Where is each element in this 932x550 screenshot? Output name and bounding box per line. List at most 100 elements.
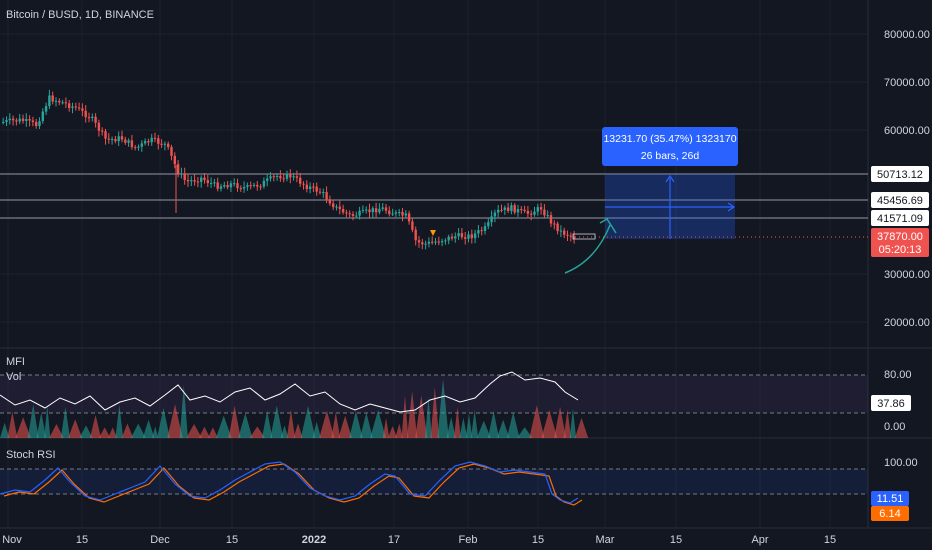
- mfi-label[interactable]: MFI: [6, 356, 25, 368]
- candle-body: [328, 199, 332, 204]
- price-tick: 80000.00: [884, 29, 930, 41]
- candle-body: [15, 120, 18, 122]
- candle-body: [292, 176, 295, 178]
- volume-area: [401, 395, 409, 438]
- candle-body: [58, 100, 61, 103]
- level-label-45456: 45456.69: [877, 195, 923, 207]
- candle-body: [497, 209, 500, 213]
- volume-area: [407, 391, 418, 438]
- candle-body: [355, 215, 358, 217]
- volume-area: [300, 405, 316, 438]
- candle-body: [401, 211, 404, 216]
- candle-body: [391, 213, 394, 215]
- candle-body: [259, 186, 262, 188]
- candle-body: [454, 236, 457, 239]
- volume-area: [387, 425, 398, 438]
- candle-body: [569, 235, 572, 237]
- bar-countdown: 05:20:13: [879, 244, 922, 256]
- volume-area: [121, 423, 134, 438]
- candle-body: [477, 230, 480, 234]
- candle-body: [384, 207, 388, 211]
- candle-body: [269, 176, 272, 179]
- price-tick: 60000.00: [884, 125, 930, 137]
- volume-area: [249, 426, 266, 438]
- candle-body: [539, 207, 543, 210]
- candle-body: [506, 207, 510, 212]
- volume-area: [446, 417, 456, 438]
- candle-body: [124, 139, 127, 143]
- candle-body: [107, 138, 110, 140]
- projection-arrow-curve[interactable]: [564, 224, 611, 274]
- volume-area: [382, 417, 390, 438]
- candle-body: [536, 207, 539, 212]
- volume-area: [98, 427, 111, 438]
- candle-body: [404, 213, 407, 216]
- candle-body: [325, 192, 328, 200]
- volume-area: [49, 423, 64, 438]
- candle-body: [173, 155, 176, 165]
- volume-area: [488, 410, 500, 438]
- volume-area: [459, 417, 468, 438]
- candle-body: [302, 183, 305, 185]
- candle-body: [110, 139, 114, 141]
- candle-body: [368, 209, 371, 213]
- candle-body: [371, 208, 374, 213]
- measure-tool[interactable]: 13231.70 (35.47%) 1323170 26 bars, 26d: [602, 127, 738, 239]
- volume-area: [27, 404, 39, 438]
- time-label: 15: [670, 534, 682, 546]
- volume-area: [0, 422, 10, 438]
- level-label-50713: 50713.12: [877, 169, 923, 181]
- stoch-d-value: 6.14: [879, 508, 900, 520]
- volume-area: [142, 419, 155, 438]
- current-price-marker: [572, 233, 596, 240]
- candle-body: [233, 183, 236, 185]
- candle-body: [117, 136, 120, 142]
- vol-label[interactable]: Vol: [6, 371, 21, 383]
- symbol-title[interactable]: Bitcoin / BUSD, 1D, BINANCE: [6, 9, 154, 21]
- candle-body: [572, 236, 576, 239]
- candle-body: [440, 241, 444, 243]
- time-axis[interactable]: Nov 15 Dec 15 2022 17 Feb 15 Mar 15 Apr …: [2, 534, 836, 546]
- candle-body: [490, 216, 493, 223]
- volume-area: [7, 411, 18, 438]
- candlestick-series[interactable]: [2, 89, 576, 250]
- candle-body: [332, 203, 335, 208]
- price-axis[interactable]: 80000.00 70000.00 60000.00 30000.00 2000…: [884, 29, 930, 329]
- volume-area: [79, 425, 93, 438]
- volume-area: [349, 410, 363, 438]
- volume-area: [395, 423, 404, 438]
- candle-body: [289, 173, 292, 178]
- price-tick: 70000.00: [884, 77, 930, 89]
- stoch-k-line[interactable]: [0, 461, 579, 504]
- candle-body: [223, 185, 226, 187]
- stoch-d-line[interactable]: [3, 463, 583, 506]
- candle-body: [11, 118, 15, 121]
- candle-body: [365, 209, 368, 211]
- candle-body: [54, 100, 58, 102]
- horizontal-levels[interactable]: [0, 173, 868, 219]
- stoch-label[interactable]: Stoch RSI: [6, 449, 56, 461]
- candle-body: [470, 234, 473, 239]
- candle-body: [203, 177, 206, 181]
- candle-body: [510, 205, 513, 212]
- stoch-tick: 100.00: [884, 457, 918, 469]
- candle-body: [186, 179, 190, 182]
- volume-area: [453, 406, 461, 438]
- candle-body: [256, 184, 259, 187]
- volume-area: [506, 412, 520, 438]
- signal-triangle-icon[interactable]: [430, 230, 436, 236]
- price-tick: 30000.00: [884, 269, 930, 281]
- volume-area: [152, 426, 159, 438]
- candle-body: [388, 210, 391, 214]
- candle-body: [566, 234, 569, 236]
- candle-body: [308, 186, 312, 190]
- volume-area: [115, 404, 124, 438]
- mfi-line[interactable]: [0, 371, 579, 413]
- volume-area: [157, 407, 170, 438]
- candle-body: [87, 117, 91, 119]
- price-tick: 20000.00: [884, 317, 930, 329]
- volume-area: [496, 419, 510, 438]
- candle-body: [84, 110, 87, 118]
- candle-body: [44, 106, 48, 112]
